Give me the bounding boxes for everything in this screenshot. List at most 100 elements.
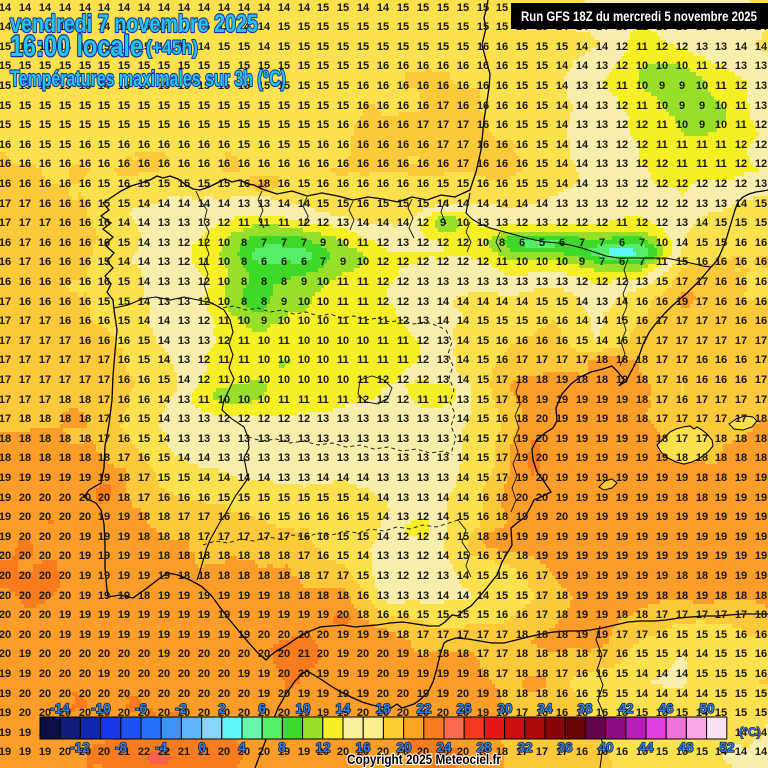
svg-text:15: 15 xyxy=(79,60,91,72)
svg-text:15: 15 xyxy=(178,178,190,190)
svg-text:16: 16 xyxy=(98,217,110,229)
svg-text:13: 13 xyxy=(238,198,250,210)
svg-text:16:00 locale: 16:00 locale xyxy=(10,30,143,63)
svg-text:15: 15 xyxy=(0,119,11,131)
svg-text:16: 16 xyxy=(19,158,31,170)
svg-text:14: 14 xyxy=(298,198,311,210)
svg-text:17: 17 xyxy=(19,198,31,210)
svg-text:17: 17 xyxy=(437,100,449,112)
svg-text:13: 13 xyxy=(755,178,767,190)
svg-text:-6: -6 xyxy=(135,701,147,716)
svg-text:15: 15 xyxy=(158,41,170,53)
svg-text:16: 16 xyxy=(19,178,31,190)
svg-text:13: 13 xyxy=(576,119,588,131)
svg-text:15: 15 xyxy=(39,80,51,92)
svg-text:16: 16 xyxy=(317,139,329,151)
svg-text:15: 15 xyxy=(556,41,568,53)
svg-text:15: 15 xyxy=(516,80,528,92)
svg-text:15: 15 xyxy=(79,100,91,112)
svg-text:15: 15 xyxy=(278,60,290,72)
svg-text:16: 16 xyxy=(98,237,110,249)
svg-text:15: 15 xyxy=(397,41,409,53)
svg-text:16: 16 xyxy=(496,158,508,170)
svg-text:16: 16 xyxy=(417,178,429,190)
svg-text:15: 15 xyxy=(118,21,130,33)
svg-text:14: 14 xyxy=(556,178,569,190)
svg-text:15: 15 xyxy=(238,100,250,112)
svg-text:16: 16 xyxy=(98,158,110,170)
svg-text:5: 5 xyxy=(539,237,545,249)
svg-text:14: 14 xyxy=(735,41,748,53)
svg-text:15: 15 xyxy=(238,80,250,92)
svg-text:15: 15 xyxy=(118,119,130,131)
svg-text:16: 16 xyxy=(357,139,369,151)
svg-text:12: 12 xyxy=(636,217,648,229)
svg-text:15: 15 xyxy=(457,41,469,53)
svg-text:15: 15 xyxy=(536,119,548,131)
svg-text:15: 15 xyxy=(298,21,310,33)
svg-text:15: 15 xyxy=(477,2,489,14)
svg-text:10: 10 xyxy=(656,60,668,72)
svg-text:16: 16 xyxy=(496,100,508,112)
svg-text:16: 16 xyxy=(0,178,11,190)
svg-text:15: 15 xyxy=(317,100,329,112)
svg-text:15: 15 xyxy=(258,60,270,72)
svg-text:12: 12 xyxy=(616,198,628,210)
svg-text:42: 42 xyxy=(618,701,633,716)
svg-text:4: 4 xyxy=(238,740,246,755)
svg-text:15: 15 xyxy=(337,21,349,33)
svg-text:7: 7 xyxy=(301,237,307,249)
svg-text:15: 15 xyxy=(238,139,250,151)
svg-text:16: 16 xyxy=(477,41,489,53)
svg-text:15: 15 xyxy=(377,41,389,53)
svg-text:16: 16 xyxy=(377,178,389,190)
svg-text:13: 13 xyxy=(616,158,628,170)
svg-text:15: 15 xyxy=(98,198,110,210)
svg-text:15: 15 xyxy=(138,21,150,33)
svg-text:12: 12 xyxy=(576,217,588,229)
svg-text:17: 17 xyxy=(457,158,469,170)
svg-text:34: 34 xyxy=(537,701,553,716)
svg-text:16: 16 xyxy=(258,139,270,151)
svg-text:15: 15 xyxy=(715,217,727,229)
svg-text:12: 12 xyxy=(656,217,668,229)
svg-text:16: 16 xyxy=(39,178,51,190)
svg-text:15: 15 xyxy=(437,2,449,14)
svg-text:12: 12 xyxy=(715,178,727,190)
svg-text:15: 15 xyxy=(298,41,310,53)
svg-text:15: 15 xyxy=(198,178,210,190)
svg-text:16: 16 xyxy=(39,158,51,170)
svg-text:16: 16 xyxy=(39,198,51,210)
svg-text:12: 12 xyxy=(616,100,628,112)
svg-text:15: 15 xyxy=(19,119,31,131)
svg-text:15: 15 xyxy=(337,80,349,92)
svg-text:13: 13 xyxy=(596,100,608,112)
svg-text:14: 14 xyxy=(158,198,171,210)
svg-text:16: 16 xyxy=(158,139,170,151)
svg-text:15: 15 xyxy=(19,41,31,53)
svg-text:14: 14 xyxy=(0,21,12,33)
svg-text:16: 16 xyxy=(377,139,389,151)
svg-text:12: 12 xyxy=(417,237,429,249)
svg-text:17: 17 xyxy=(0,198,11,210)
svg-text:13: 13 xyxy=(158,237,170,249)
svg-text:15: 15 xyxy=(496,21,508,33)
svg-text:16: 16 xyxy=(377,119,389,131)
svg-text:15: 15 xyxy=(477,21,489,33)
svg-text:15: 15 xyxy=(39,139,51,151)
svg-text:12: 12 xyxy=(656,158,668,170)
svg-text:12: 12 xyxy=(377,237,389,249)
svg-text:14: 14 xyxy=(79,2,92,14)
svg-text:15: 15 xyxy=(278,21,290,33)
svg-text:10: 10 xyxy=(218,237,230,249)
svg-text:14: 14 xyxy=(39,41,52,53)
svg-text:6: 6 xyxy=(619,237,625,249)
svg-text:12: 12 xyxy=(298,217,310,229)
svg-text:16: 16 xyxy=(397,60,409,72)
svg-text:16: 16 xyxy=(457,80,469,92)
svg-text:10: 10 xyxy=(676,119,688,131)
svg-text:16: 16 xyxy=(377,80,389,92)
svg-text:15: 15 xyxy=(19,100,31,112)
svg-text:15: 15 xyxy=(516,60,528,72)
svg-text:15: 15 xyxy=(178,80,190,92)
